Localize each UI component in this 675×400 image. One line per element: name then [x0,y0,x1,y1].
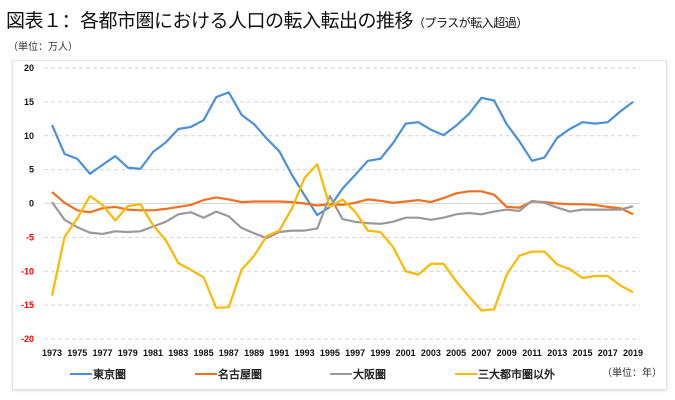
legend-label-2: 大阪圏 [353,367,386,381]
x-tick-label: 2015 [572,348,592,358]
x-tick-label: 2009 [497,348,517,358]
x-tick-label: 1983 [168,348,188,358]
x-tick-label: 2019 [623,348,643,358]
y-tick-label: 0 [29,199,34,209]
x-tick-label: 1985 [194,348,214,358]
x-tick-label: 2013 [547,348,567,358]
x-tick-label: 2003 [421,348,441,358]
title-main: 図表１：各都市圏における人口の転入転出の推移 [6,10,414,32]
x-tick-label: 1989 [244,348,264,358]
x-tick-label: 1979 [118,348,138,358]
x-tick-label: 2001 [396,348,416,358]
x-tick-label: 2005 [446,348,466,358]
x-tick-label: 1975 [67,348,87,358]
chart-frame [12,60,667,390]
x-tick-label: 1973 [42,348,62,358]
legend-label-3: 三大都市圏以外 [478,367,555,381]
x-tick-label: 1993 [295,348,315,358]
y-tick-label: -20 [21,334,34,344]
x-axis-unit: （単位：年） [602,366,662,379]
legend-label-0: 東京圏 [93,367,126,381]
y-tick-label: 10 [24,131,34,141]
x-tick-label: 1995 [320,348,340,358]
x-tick-label: 1977 [93,348,113,358]
chart-title: 図表１：各都市圏における人口の転入転出の推移（プラスが転入超過） [6,6,528,33]
y-tick-label: 5 [29,165,34,175]
series-line-0 [50,91,634,217]
y-tick-label: 20 [24,63,34,73]
x-tick-label: 1981 [143,348,163,358]
x-tick-label: 1999 [370,348,390,358]
y-tick-label: 15 [24,97,34,107]
x-tick-label: 1997 [345,348,365,358]
x-tick-label: 1987 [219,348,239,358]
legend-label-1: 名古屋圏 [218,367,262,381]
x-tick-label: 2011 [522,348,542,358]
x-tick-label: 1991 [269,348,289,358]
y-tick-label: -10 [21,266,34,276]
x-tick-label: 2017 [598,348,618,358]
series-line-2 [51,194,634,240]
title-subtitle: （プラスが転入超過） [413,16,528,30]
y-axis-unit: （単位：万人） [8,42,78,53]
y-tick-label: -5 [26,232,34,242]
x-tick-label: 2007 [471,348,491,358]
series-line-3 [50,163,634,312]
y-tick-label: -15 [21,300,34,310]
